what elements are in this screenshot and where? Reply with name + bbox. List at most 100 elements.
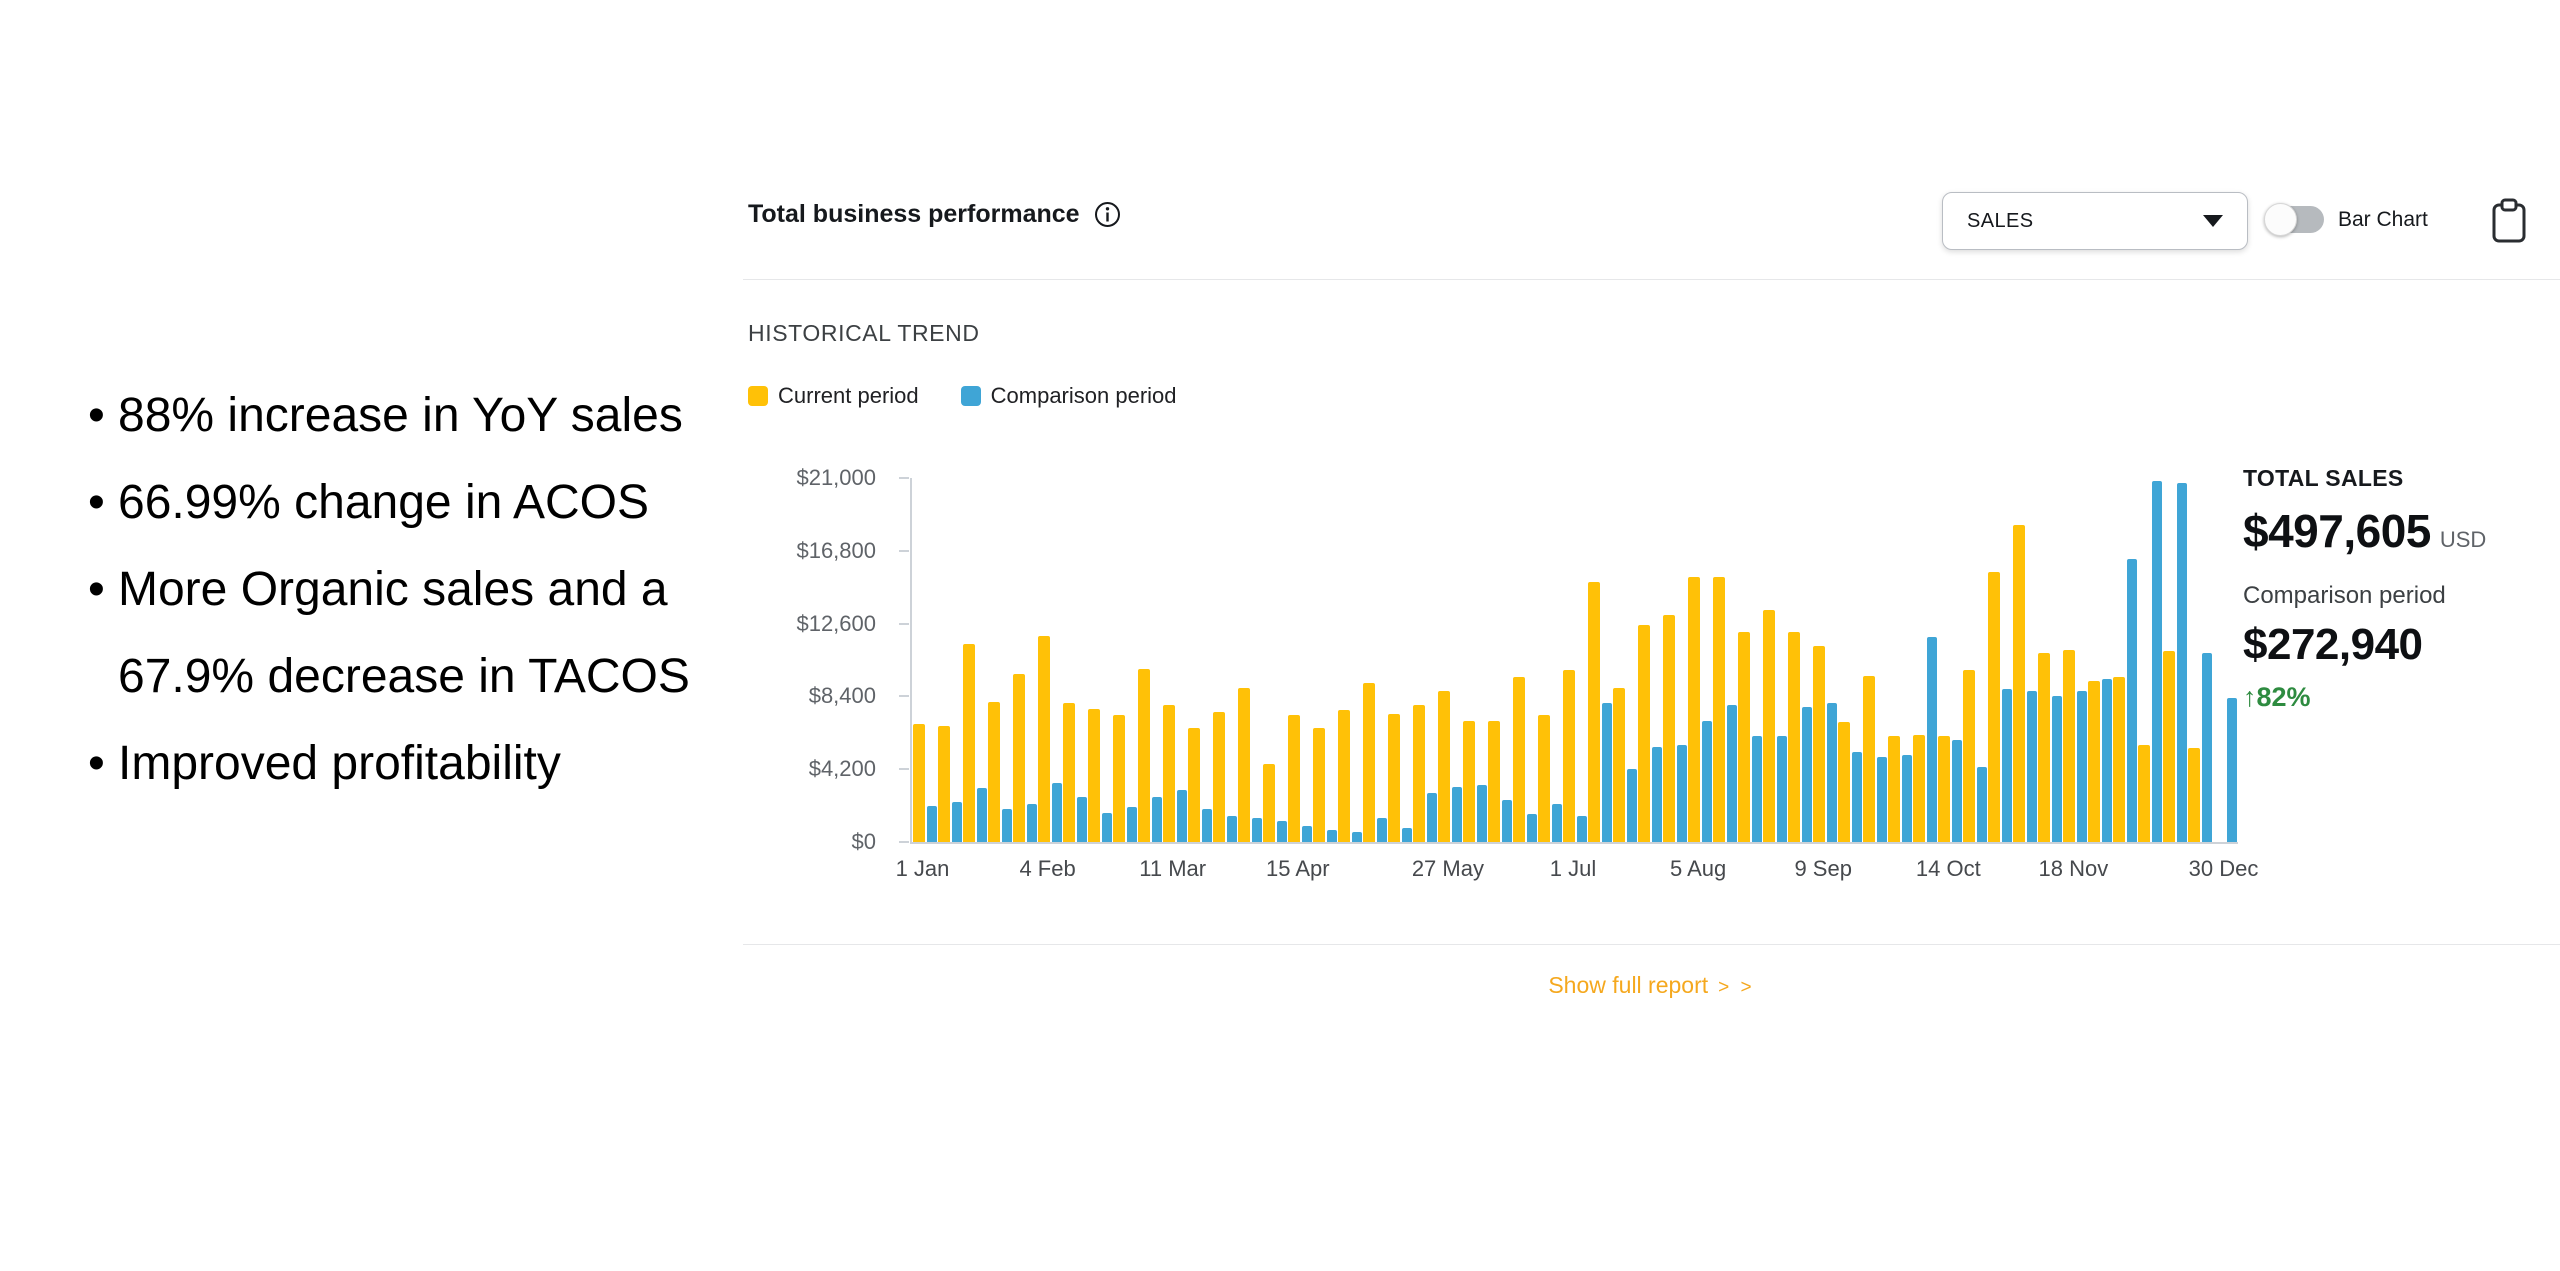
bar-group — [1087, 478, 1112, 842]
bar-group — [1412, 478, 1437, 842]
comparison-period-bar — [926, 805, 937, 842]
bar-chart-toggle[interactable] — [2264, 203, 2324, 236]
y-tick-mark — [899, 622, 909, 625]
y-tick-mark — [899, 768, 909, 771]
comparison-period-bar — [1827, 703, 1838, 842]
x-tick-label: 1 Jul — [1549, 856, 1597, 881]
total-sales-label: TOTAL SALES — [2243, 465, 2404, 491]
bar-group — [1062, 478, 1087, 842]
comparison-period-bar — [1076, 796, 1087, 842]
historical-trend-label: HISTORICAL TREND — [748, 320, 980, 346]
comparison-period-bar — [1576, 816, 1587, 842]
current-period-bar — [1412, 705, 1425, 842]
comparison-period-bar — [1451, 786, 1462, 842]
current-period-bar — [1037, 635, 1050, 842]
bar-group — [1838, 478, 1863, 842]
current-period-bar — [1462, 720, 1475, 842]
comparison-period-bar — [1777, 736, 1788, 842]
current-period-bar — [2113, 677, 2126, 842]
clipboard-export-icon[interactable] — [2486, 196, 2532, 246]
y-tick-label: $8,400 — [808, 683, 876, 709]
current-period-bar — [2163, 651, 2176, 842]
x-tick-label: 1 Jan — [895, 856, 950, 881]
current-period-bar — [1087, 708, 1100, 842]
metric-dropdown[interactable]: SALES — [1942, 192, 2248, 250]
x-tick-label: 30 Dec — [2188, 856, 2259, 881]
current-period-bar — [1913, 734, 1926, 842]
bar-group — [1913, 478, 1938, 842]
chart-legend: Current period Comparison period — [748, 383, 1177, 409]
comparison-period-bar — [2027, 691, 2038, 842]
note-bullet: • More Organic sales and a — [88, 546, 690, 633]
bar-group — [1763, 478, 1788, 842]
bullet-dot: • — [88, 476, 105, 529]
comparison-period-bar — [951, 802, 962, 842]
bar-group — [1162, 478, 1187, 842]
panel-header: Total business performance — [748, 200, 1121, 229]
bar-group — [2188, 478, 2213, 842]
bar-group — [1938, 478, 1963, 842]
current-period-bar — [1137, 668, 1150, 842]
bar-group — [1462, 478, 1487, 842]
bar-chart-plot — [910, 478, 2238, 844]
bar-group — [1562, 478, 1587, 842]
y-tick-label: $16,800 — [796, 537, 876, 563]
comparison-period-bar — [2077, 691, 2088, 842]
bar-group — [1587, 478, 1612, 842]
comparison-period-bar — [1426, 793, 1437, 842]
report-footer: Show full report > > — [743, 972, 2560, 999]
current-period-bar — [1738, 632, 1751, 842]
up-arrow-icon: ↑ — [2243, 682, 2257, 712]
current-period-bar — [1312, 727, 1325, 842]
x-tick-label: 15 Apr — [1265, 856, 1330, 881]
sales-summary: TOTAL SALES $497,605 USD Comparison peri… — [2243, 465, 2553, 713]
x-axis-labels: 1 Jan 4 Feb 11 Mar 15 Apr 27 May 1 Jul 5 Aug 9 … — [896, 856, 2259, 888]
comparison-period-bar — [1501, 800, 1512, 842]
comparison-period-bar — [1676, 744, 1687, 842]
current-period-bar — [2013, 524, 2026, 842]
bar-group — [1988, 478, 2013, 842]
note-bullet: • 88% increase in YoY sales — [88, 372, 690, 459]
panel-title: Total business performance — [748, 200, 1080, 228]
current-period-bar — [1062, 703, 1075, 842]
show-full-report-link[interactable]: Show full report > > — [1548, 972, 1755, 998]
current-period-bar — [1187, 727, 1200, 842]
y-tick-label: $21,000 — [796, 465, 876, 490]
y-tick-mark — [899, 695, 909, 698]
current-period-bar — [1687, 576, 1700, 842]
comparison-period-bar — [1701, 720, 1712, 842]
bar-group — [1687, 478, 1712, 842]
comparison-period-bar — [1727, 705, 1737, 842]
change-percentage: ↑82% — [2243, 682, 2311, 712]
bar-group — [2213, 478, 2238, 842]
footer-divider — [743, 944, 2560, 945]
comparison-period-bar — [2177, 483, 2188, 842]
info-icon[interactable] — [1094, 201, 1121, 228]
current-period-bar — [1813, 646, 1826, 842]
comparison-period-bar — [1526, 814, 1537, 842]
bar-group — [1312, 478, 1337, 842]
comparison-period-bar — [1927, 637, 1938, 842]
comparison-period-bar — [1651, 746, 1662, 842]
note-text: 66.99% change in ACOS — [118, 476, 650, 529]
comparison-period-bar — [1051, 783, 1062, 842]
bar-group — [1637, 478, 1662, 842]
current-period-bar — [1863, 675, 1876, 842]
current-period-bar — [1888, 736, 1901, 842]
comparison-period-value: $272,940 — [2243, 620, 2423, 669]
bar-group — [1212, 478, 1237, 842]
y-tick-mark — [899, 549, 909, 552]
comparison-period-bar — [1301, 826, 1312, 842]
comparison-period-bar — [1151, 796, 1162, 842]
current-period-bar — [1662, 614, 1675, 842]
bar-group — [1012, 478, 1037, 842]
bar-group — [2138, 478, 2163, 842]
comparison-period-bar — [1101, 812, 1112, 842]
current-period-bar — [1587, 582, 1600, 842]
current-period-bar — [1287, 715, 1300, 842]
x-tick-label: 27 May — [1411, 856, 1484, 881]
y-tick-mark — [899, 477, 909, 479]
current-period-bar — [1713, 576, 1725, 842]
double-chevron-icon: > > — [1718, 977, 1755, 998]
comparison-period-bar — [1902, 755, 1913, 842]
